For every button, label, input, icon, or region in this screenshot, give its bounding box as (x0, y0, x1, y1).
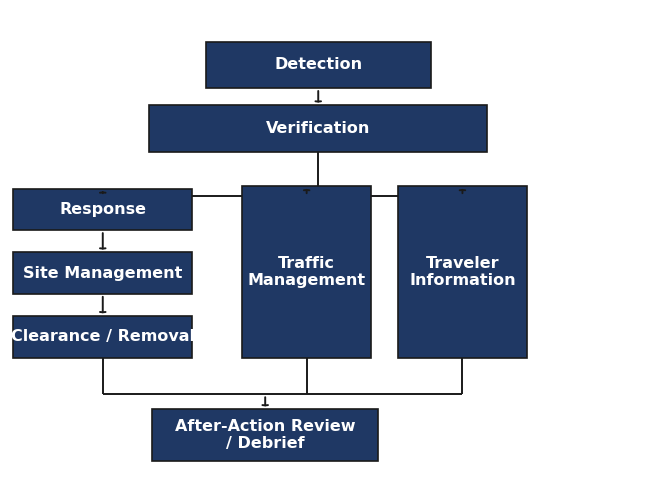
Text: Verification: Verification (266, 121, 371, 136)
Text: Site Management: Site Management (23, 266, 182, 281)
FancyBboxPatch shape (242, 186, 371, 358)
FancyBboxPatch shape (206, 42, 431, 88)
FancyBboxPatch shape (13, 189, 192, 230)
Text: Response: Response (59, 202, 147, 217)
Text: Clearance / Removal: Clearance / Removal (11, 329, 195, 344)
Text: Traffic
Management: Traffic Management (247, 256, 366, 288)
FancyBboxPatch shape (398, 186, 527, 358)
Text: After-Action Review
/ Debrief: After-Action Review / Debrief (175, 418, 355, 451)
FancyBboxPatch shape (13, 316, 192, 358)
FancyBboxPatch shape (13, 252, 192, 294)
FancyBboxPatch shape (152, 409, 378, 461)
Text: Traveler
Information: Traveler Information (409, 256, 516, 288)
Text: Detection: Detection (274, 57, 362, 73)
FancyBboxPatch shape (149, 105, 487, 152)
